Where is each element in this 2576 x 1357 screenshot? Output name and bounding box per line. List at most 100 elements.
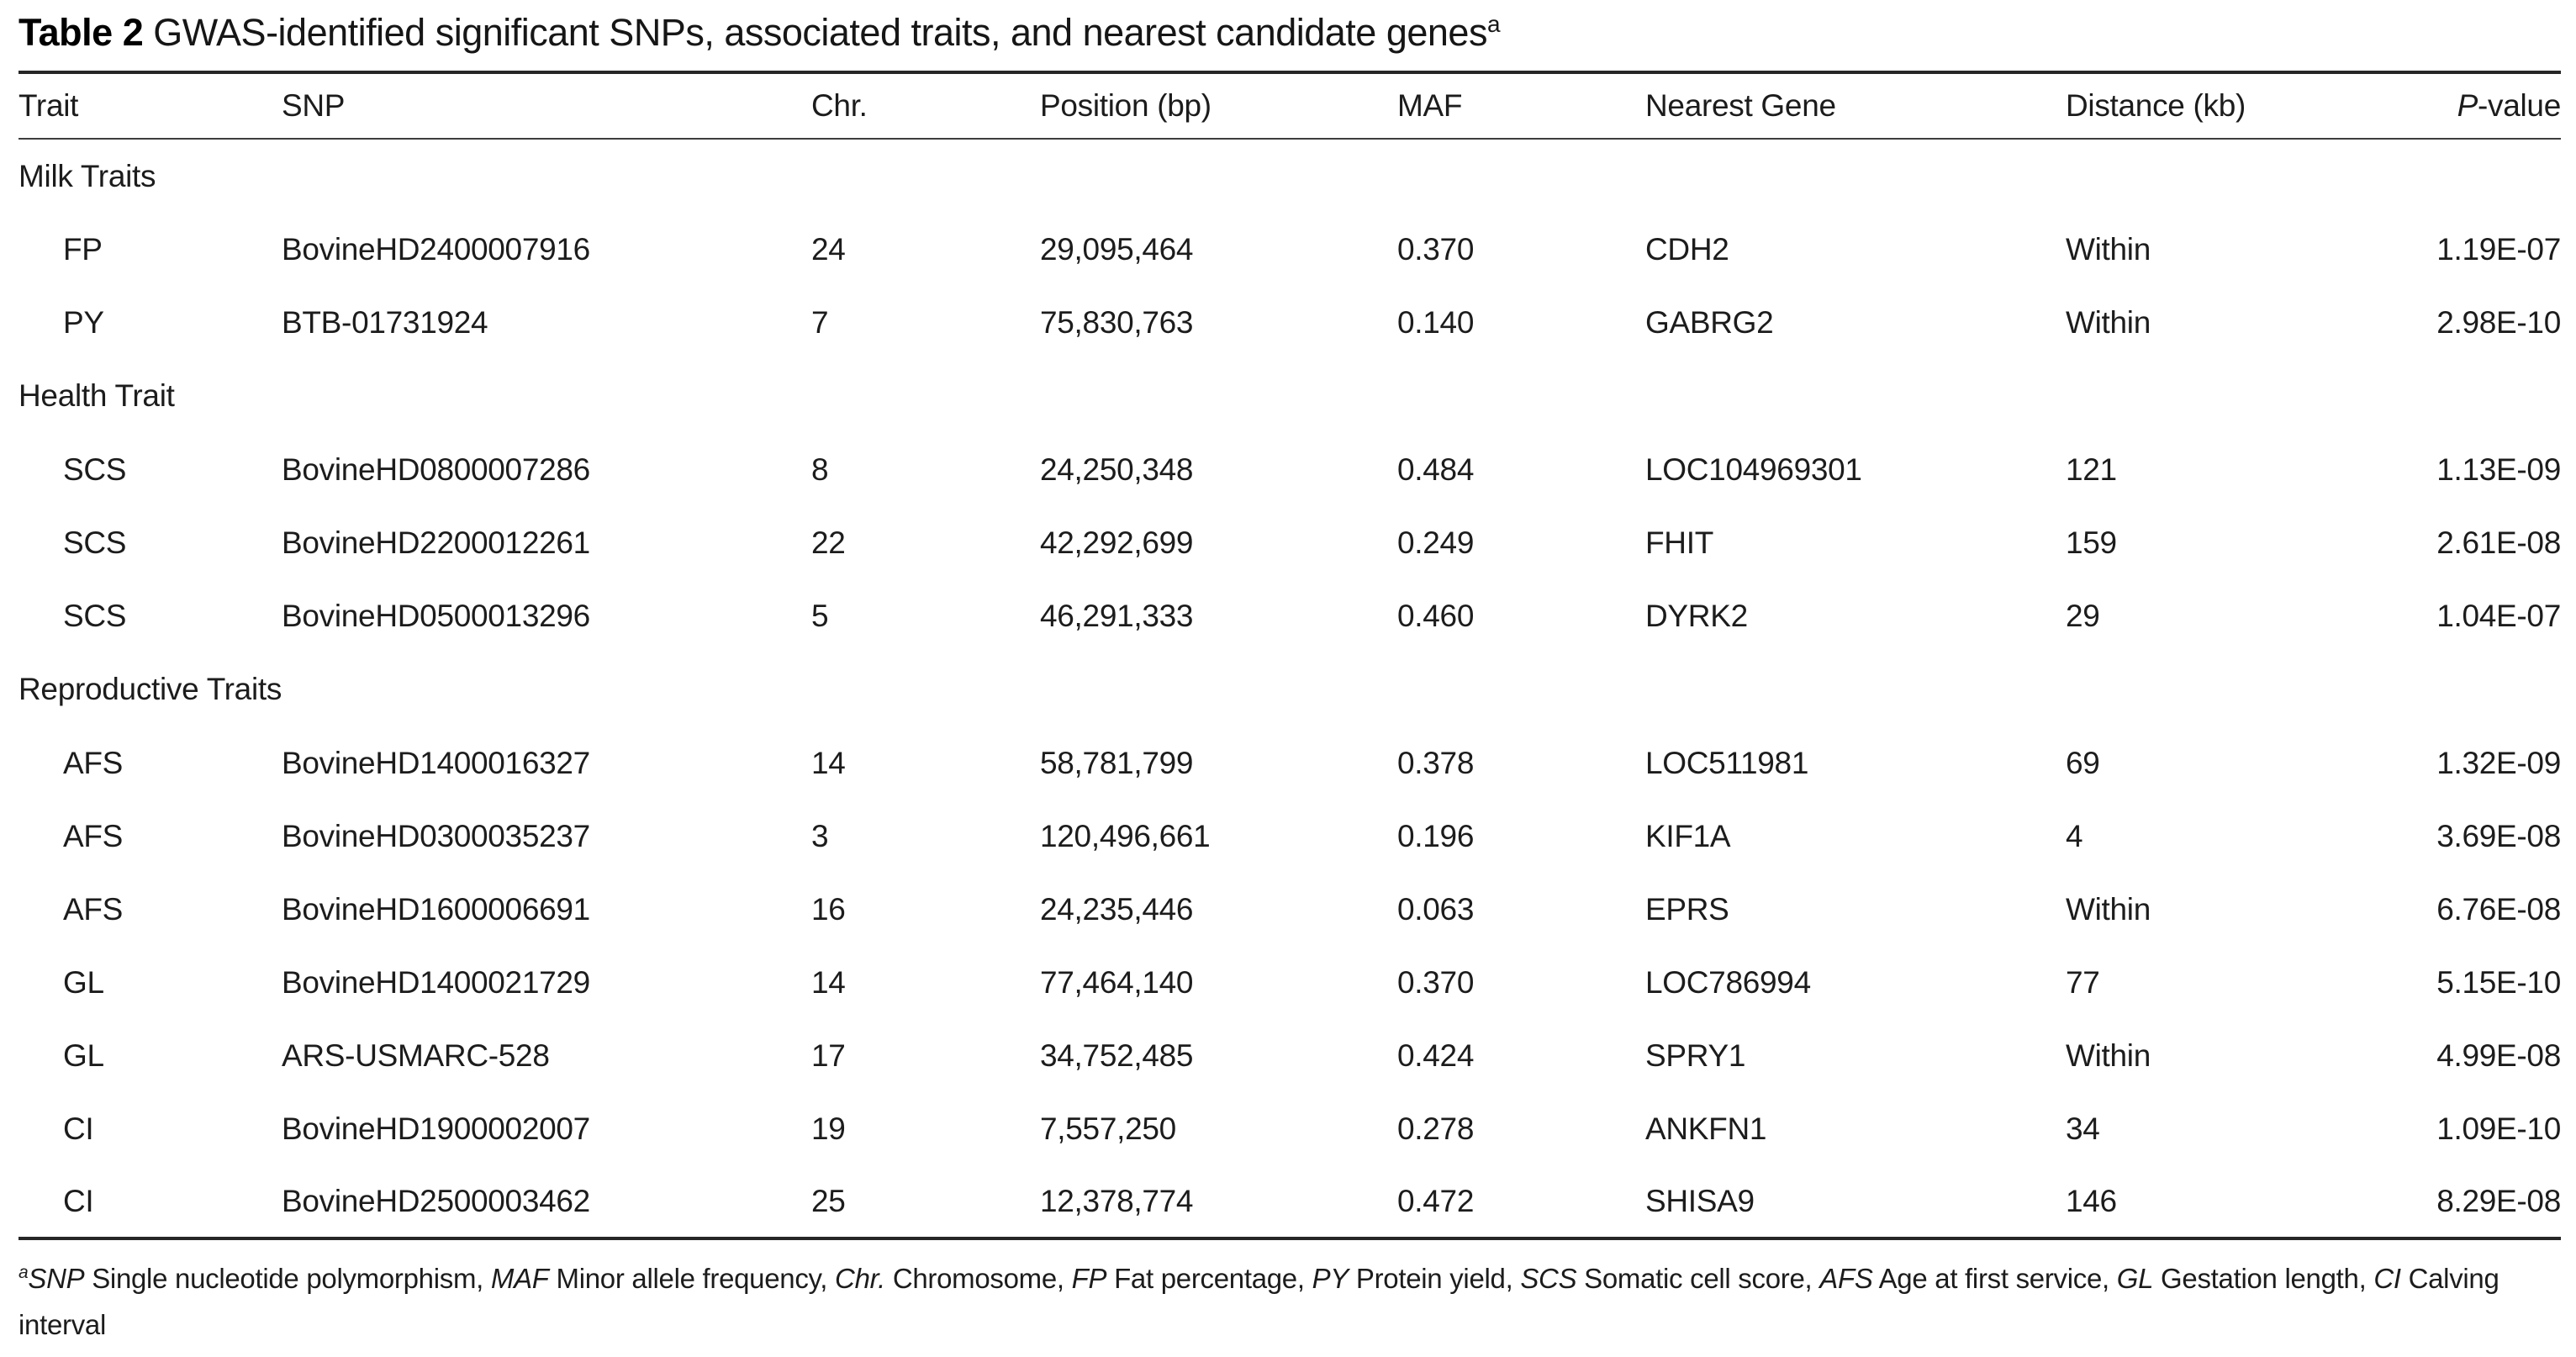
cell-trait: GL	[63, 964, 104, 1000]
table-row: CI BovineHD2500003462 25 12,378,774 0.472 SHI…	[18, 1165, 2561, 1238]
cell-position: 42,292,699	[1040, 525, 1194, 560]
cell-chr: 19	[811, 1111, 846, 1146]
cell-chr: 5	[811, 598, 829, 633]
table-footnote: aSNP Single nucleotide polymorphism, MAF…	[18, 1255, 2552, 1348]
cell-chr: 7	[811, 304, 829, 340]
cell-pvalue: 1.09E-10	[2436, 1111, 2561, 1146]
cell-distance: 34	[2066, 1111, 2100, 1146]
col-header-pvalue: P-value	[2436, 72, 2561, 140]
cell-snp: BovineHD0800007286	[282, 451, 590, 487]
footnote-marker: a	[18, 1263, 29, 1282]
cell-snp: BTB-01731924	[282, 304, 488, 340]
cell-chr: 16	[811, 891, 846, 927]
cell-distance: 69	[2066, 745, 2100, 780]
cell-trait: SCS	[63, 598, 127, 633]
col-header-position: Position (bp)	[1040, 72, 1397, 140]
cell-chr: 14	[811, 964, 846, 1000]
footnote-abbrev: MAF	[490, 1263, 549, 1294]
cell-trait: AFS	[63, 745, 124, 780]
table-row: AFS BovineHD1400016327 14 58,781,799 0.378 LO…	[18, 726, 2561, 800]
cell-snp: BovineHD2500003462	[282, 1183, 590, 1218]
col-header-pvalue-rest: -value	[2478, 88, 2561, 123]
cell-distance: 159	[2066, 525, 2117, 560]
cell-snp: BovineHD1400021729	[282, 964, 590, 1000]
cell-gene: FHIT	[1645, 525, 1714, 560]
footnote-text: Protein yield,	[1349, 1263, 1521, 1294]
cell-trait: AFS	[63, 891, 124, 927]
section-label: Health Trait	[18, 378, 175, 413]
cell-distance: Within	[2066, 891, 2151, 927]
cell-chr: 14	[811, 745, 846, 780]
cell-gene: SPRY1	[1645, 1038, 1746, 1073]
cell-maf: 0.424	[1397, 1038, 1475, 1073]
cell-distance: Within	[2066, 231, 2151, 267]
cell-trait: SCS	[63, 451, 127, 487]
cell-trait: AFS	[63, 818, 124, 853]
footnote-abbrev: CI	[2373, 1263, 2401, 1294]
cell-snp: BovineHD0500013296	[282, 598, 590, 633]
cell-pvalue: 2.98E-10	[2436, 304, 2561, 340]
cell-distance: 121	[2066, 451, 2117, 487]
cell-snp: BovineHD2400007916	[282, 231, 590, 267]
footnote-text: Fat percentage,	[1106, 1263, 1312, 1294]
table-row: CI BovineHD1900002007 19 7,557,250 0.278 ANKF…	[18, 1092, 2561, 1165]
table-row: GL BovineHD1400021729 14 77,464,140 0.370 LOC…	[18, 946, 2561, 1019]
cell-pvalue: 6.76E-08	[2436, 891, 2561, 927]
cell-position: 24,250,348	[1040, 451, 1194, 487]
cell-snp: BovineHD1900002007	[282, 1111, 590, 1146]
cell-distance: 4	[2066, 818, 2083, 853]
cell-position: 24,235,446	[1040, 891, 1194, 927]
cell-distance: 77	[2066, 964, 2100, 1000]
cell-trait: FP	[63, 231, 103, 267]
cell-pvalue: 1.32E-09	[2436, 745, 2561, 780]
cell-position: 12,378,774	[1040, 1183, 1194, 1218]
col-header-gene: Nearest Gene	[1645, 72, 2066, 140]
cell-position: 58,781,799	[1040, 745, 1194, 780]
cell-pvalue: 5.15E-10	[2436, 964, 2561, 1000]
col-header-snp: SNP	[282, 72, 811, 140]
cell-snp: BovineHD1600006691	[282, 891, 590, 927]
cell-gene: CDH2	[1645, 231, 1729, 267]
cell-position: 77,464,140	[1040, 964, 1194, 1000]
cell-trait: CI	[63, 1111, 94, 1146]
table-row: PY BTB-01731924 7 75,830,763 0.140 GABRG2 With…	[18, 286, 2561, 359]
cell-chr: 22	[811, 525, 846, 560]
cell-gene: KIF1A	[1645, 818, 1731, 853]
cell-position: 120,496,661	[1040, 818, 1211, 853]
cell-pvalue: 1.04E-07	[2436, 598, 2561, 633]
table-row: SCS BovineHD2200012261 22 42,292,699 0.249 FH…	[18, 506, 2561, 579]
table-header-row: Trait SNP Chr. Position (bp) MAF Nearest Gene…	[18, 72, 2561, 140]
footnote-abbrev: SCS	[1520, 1263, 1577, 1294]
cell-gene: LOC511981	[1645, 745, 1809, 780]
cell-pvalue: 3.69E-08	[2436, 818, 2561, 853]
footnote-abbrev: PY	[1312, 1263, 1349, 1294]
footnote-abbrev: GL	[2116, 1263, 2154, 1294]
cell-maf: 0.370	[1397, 231, 1475, 267]
section-row: Milk Traits	[18, 139, 2561, 213]
cell-maf: 0.278	[1397, 1111, 1475, 1146]
cell-maf: 0.063	[1397, 891, 1475, 927]
cell-pvalue: 1.19E-07	[2436, 231, 2561, 267]
footnote-text: Calving interval	[18, 1263, 2499, 1340]
footnote-text: Minor allele frequency,	[548, 1263, 836, 1294]
cell-snp: BovineHD0300035237	[282, 818, 590, 853]
cell-position: 46,291,333	[1040, 598, 1194, 633]
cell-distance: 29	[2066, 598, 2100, 633]
cell-chr: 24	[811, 231, 846, 267]
footnote-abbrev: AFS	[1819, 1263, 1873, 1294]
footnote-abbrev: Chr.	[835, 1263, 885, 1294]
cell-pvalue: 8.29E-08	[2436, 1183, 2561, 1218]
col-header-maf: MAF	[1397, 72, 1645, 140]
cell-trait: GL	[63, 1038, 104, 1073]
cell-pvalue: 1.13E-09	[2436, 451, 2561, 487]
cell-snp: BovineHD2200012261	[282, 525, 590, 560]
cell-gene: SHISA9	[1645, 1183, 1755, 1218]
cell-position: 7,557,250	[1040, 1111, 1176, 1146]
cell-pvalue: 2.61E-08	[2436, 525, 2561, 560]
section-row: Health Trait	[18, 359, 2561, 433]
section-row: Reproductive Traits	[18, 652, 2561, 726]
cell-chr: 17	[811, 1038, 846, 1073]
cell-distance: Within	[2066, 1038, 2151, 1073]
table-title-text: GWAS-identified significant SNPs, associ…	[143, 11, 1487, 54]
